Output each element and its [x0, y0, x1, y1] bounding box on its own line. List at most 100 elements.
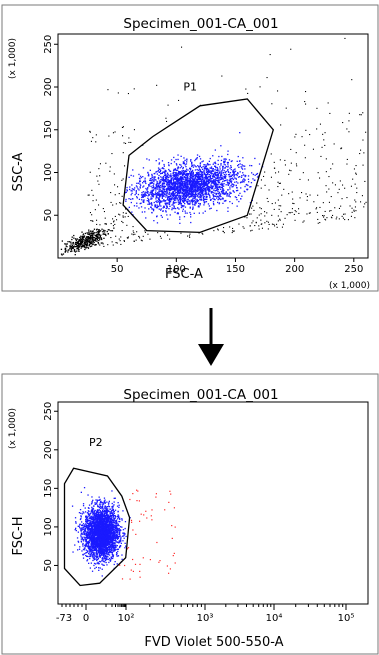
chart-1-point	[96, 239, 98, 241]
chart-1-point	[173, 181, 175, 183]
chart-1-point	[198, 202, 200, 205]
chart-1-point	[213, 179, 215, 181]
chart-1-point	[291, 211, 293, 213]
chart-1-point	[260, 219, 262, 221]
chart-1-point	[98, 231, 100, 233]
chart-1-point	[241, 164, 243, 166]
chart-1-point	[114, 131, 116, 133]
chart-1-point	[154, 186, 156, 189]
chart-1-point	[201, 191, 203, 193]
chart-1-point	[99, 175, 101, 177]
chart-1-point	[195, 202, 197, 205]
chart-1-point	[342, 217, 344, 219]
chart-1-point	[149, 183, 151, 185]
chart-1-point	[208, 188, 210, 191]
chart-1-point	[85, 244, 88, 247]
chart-2-point	[98, 496, 100, 498]
chart-1-point	[209, 191, 211, 193]
chart-1-point	[99, 244, 101, 246]
chart-1-point	[169, 238, 171, 240]
chart-1-point	[239, 182, 242, 184]
chart-1-point	[201, 190, 204, 193]
chart-1-point	[110, 237, 112, 239]
chart-2-point	[117, 555, 119, 557]
chart-1-point	[203, 184, 206, 186]
chart-1-point	[86, 237, 88, 239]
chart-1-point	[166, 202, 169, 204]
chart-1-point	[215, 178, 217, 180]
chart-1-point	[353, 168, 355, 170]
chart-1-point	[87, 246, 89, 248]
chart-1-point	[83, 244, 85, 246]
chart-1-point	[225, 170, 227, 173]
chart-1-point	[206, 162, 209, 165]
chart-1-point	[161, 177, 163, 179]
chart-1-point	[197, 200, 200, 202]
chart-1-point	[233, 191, 235, 193]
chart-2-point	[106, 530, 108, 532]
chart-1-point	[186, 177, 189, 179]
chart-1-point	[219, 166, 221, 168]
chart-1-point	[102, 231, 104, 233]
chart-1-point	[201, 187, 203, 189]
chart-2-point	[86, 516, 89, 518]
chart-1-point	[153, 177, 155, 179]
chart-1-point	[245, 175, 247, 177]
chart-1-point	[237, 165, 239, 167]
chart-1-point	[241, 167, 243, 169]
chart-1-point	[142, 176, 144, 178]
chart-1-point	[203, 185, 205, 187]
chart-1-point	[347, 219, 349, 221]
chart-1-point	[117, 92, 119, 94]
chart-1-point	[218, 155, 220, 158]
chart-1-point	[197, 183, 199, 185]
chart-1-point	[88, 229, 90, 231]
chart-1-point	[80, 247, 82, 249]
chart-2-point	[109, 513, 111, 515]
chart-2-point	[114, 526, 117, 528]
chart-1-point	[174, 178, 176, 180]
chart-1-point	[151, 191, 153, 193]
chart-1-point	[221, 172, 223, 174]
chart-1-point	[157, 191, 159, 194]
chart-1-point	[360, 201, 362, 203]
chart-2-point	[91, 506, 93, 508]
chart-1-point	[91, 230, 94, 233]
chart-1-point	[241, 181, 243, 183]
chart-1-point	[219, 195, 221, 197]
chart-1-point	[277, 215, 279, 217]
chart-1-point	[192, 181, 195, 183]
chart-1-point	[291, 191, 293, 193]
chart-1-point	[216, 186, 219, 188]
chart-1-point	[194, 183, 196, 186]
chart-1-point	[222, 197, 224, 199]
chart-1-point	[163, 200, 166, 202]
chart-1-point	[189, 171, 191, 173]
chart-1-point	[317, 218, 319, 220]
chart-1-point	[210, 199, 212, 201]
chart-2-point	[109, 557, 111, 560]
chart-2-point	[96, 519, 98, 522]
chart-1-point	[284, 159, 286, 161]
chart-1-point	[325, 219, 327, 221]
chart-1-point	[213, 195, 215, 197]
chart-1-point	[207, 172, 209, 174]
chart-1-point	[215, 190, 217, 192]
chart-1-point	[247, 178, 250, 180]
chart-1-point	[225, 173, 227, 176]
chart-1-point	[212, 194, 214, 196]
chart-1-y-tick-label: 100	[43, 163, 54, 182]
chart-1-point	[192, 183, 194, 185]
chart-1-point	[183, 196, 185, 198]
chart-1-point	[86, 242, 88, 244]
chart-1-point	[92, 220, 94, 222]
chart-1-point	[235, 196, 238, 199]
chart-1-point	[189, 167, 191, 169]
chart-1-point	[125, 200, 127, 202]
chart-1-point	[205, 198, 207, 201]
chart-1-point	[247, 175, 250, 177]
chart-1-point	[179, 202, 181, 204]
chart-2-point	[106, 564, 108, 566]
chart-1-point	[221, 189, 223, 191]
chart-1-point	[153, 208, 155, 211]
